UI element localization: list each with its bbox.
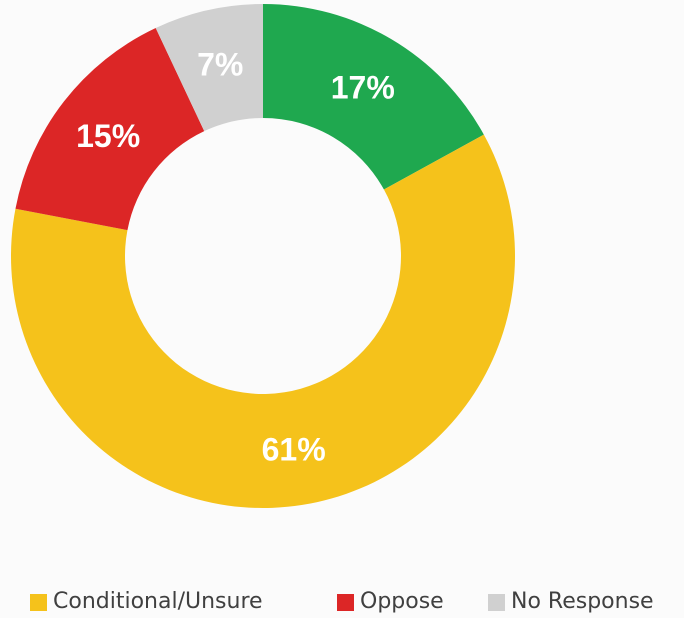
slice-label-oppose: 15% bbox=[76, 118, 140, 154]
chart-legend: Conditional/Unsure Oppose No Response bbox=[0, 584, 684, 618]
legend-swatch-oppose bbox=[337, 593, 354, 611]
legend-label-oppose: Oppose bbox=[360, 589, 444, 614]
legend-item-no-response: No Response bbox=[488, 590, 654, 614]
slice-conditional-unsure bbox=[11, 134, 515, 508]
slice-label-no-response: 7% bbox=[197, 47, 243, 83]
donut-slices bbox=[11, 4, 515, 508]
legend-item-conditional-unsure: Conditional/Unsure bbox=[30, 590, 263, 614]
legend-label-no-response: No Response bbox=[511, 589, 654, 614]
donut-chart-svg: 17% 61% 15% 7% bbox=[11, 4, 515, 508]
legend-swatch-no-response bbox=[488, 593, 505, 611]
legend-swatch-conditional-unsure bbox=[30, 593, 47, 611]
slice-labels: 17% 61% 15% 7% bbox=[76, 47, 395, 468]
legend-item-oppose: Oppose bbox=[337, 590, 444, 614]
slice-support bbox=[263, 4, 484, 190]
legend-label-conditional-unsure: Conditional/Unsure bbox=[53, 589, 263, 614]
slice-no-response bbox=[155, 4, 263, 132]
slice-label-support: 17% bbox=[331, 69, 395, 105]
slice-label-conditional-unsure: 61% bbox=[262, 432, 326, 468]
slice-oppose bbox=[15, 27, 205, 231]
